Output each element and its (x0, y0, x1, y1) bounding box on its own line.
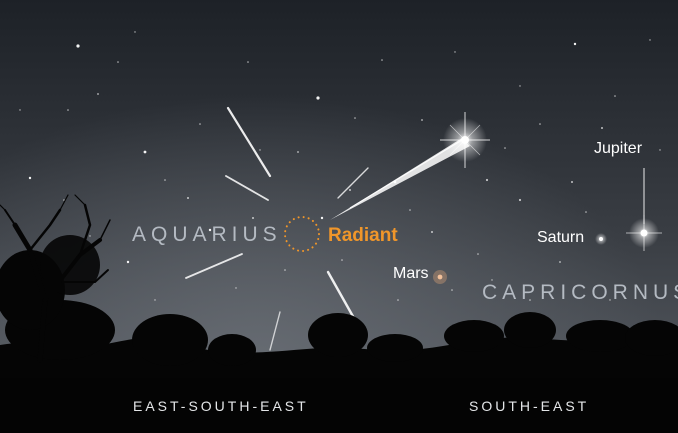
constellation-label-capricornus: CAPRICORNUS (482, 281, 678, 304)
star (67, 109, 69, 111)
star (539, 123, 541, 125)
star (571, 181, 573, 183)
star (117, 61, 119, 63)
direction-label-south-east: SOUTH-EAST (469, 398, 590, 414)
star (19, 109, 21, 111)
star (659, 149, 661, 151)
star (259, 149, 261, 151)
star (63, 199, 65, 201)
fireball-head (440, 112, 490, 168)
star (431, 231, 433, 233)
star (316, 96, 320, 100)
jupiter-marker (626, 168, 662, 251)
star (585, 211, 587, 213)
planet-label-saturn: Saturn (537, 229, 585, 246)
meteor-streak (225, 175, 269, 201)
star (609, 299, 611, 301)
star (519, 85, 521, 87)
star (518, 198, 522, 202)
star (491, 279, 493, 281)
star (97, 93, 99, 95)
meteor-streak (269, 311, 281, 351)
star (284, 269, 286, 271)
mars-marker (433, 270, 447, 284)
ground-band (0, 378, 678, 433)
star (28, 176, 32, 180)
star (421, 119, 423, 121)
radiant-label: Radiant (328, 225, 398, 246)
star (354, 117, 356, 119)
treeline-silhouette (0, 235, 678, 390)
star (143, 150, 147, 154)
star (134, 31, 136, 33)
meteor-streak (226, 106, 272, 178)
star (187, 197, 189, 199)
star (573, 42, 577, 46)
saturn-marker (595, 233, 607, 245)
star (529, 299, 531, 301)
planet-label-jupiter: Jupiter (594, 140, 643, 157)
star (297, 151, 299, 153)
star (349, 189, 351, 191)
direction-label-east-south-east: EAST-SOUTH-EAST (133, 398, 309, 414)
star (208, 228, 212, 232)
star (409, 209, 411, 211)
meteor-streak (337, 167, 369, 199)
star (247, 61, 249, 63)
star (504, 147, 506, 149)
star (381, 59, 383, 61)
star (614, 95, 616, 97)
star (154, 299, 156, 301)
star (235, 287, 237, 289)
star (559, 261, 561, 263)
bright-fireball-trail-core (349, 139, 463, 209)
star (477, 253, 479, 255)
star (126, 260, 130, 264)
star (485, 178, 489, 182)
bare-tree (0, 194, 111, 363)
constellation-label-aquarius: AQUARIUS (132, 223, 282, 246)
planet-label-mars: Mars (393, 265, 429, 282)
star (252, 217, 254, 219)
radiant-circle (284, 216, 320, 252)
star (164, 179, 166, 181)
star (454, 51, 456, 53)
star (320, 216, 324, 220)
star (601, 127, 603, 129)
star (89, 235, 91, 237)
star (649, 39, 651, 41)
meteor-streak (185, 253, 243, 279)
star (76, 44, 80, 48)
background-stars (19, 31, 661, 301)
star (451, 289, 453, 291)
star (397, 299, 399, 301)
star (341, 259, 343, 261)
star (199, 123, 201, 125)
